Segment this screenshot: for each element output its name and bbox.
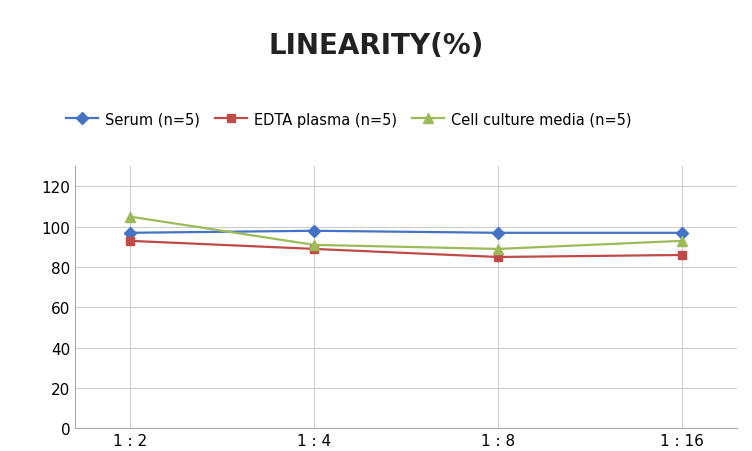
Line: Cell culture media (n=5): Cell culture media (n=5) xyxy=(126,212,687,254)
Line: Serum (n=5): Serum (n=5) xyxy=(126,227,686,237)
Legend: Serum (n=5), EDTA plasma (n=5), Cell culture media (n=5): Serum (n=5), EDTA plasma (n=5), Cell cul… xyxy=(60,106,637,133)
Serum (n=5) xyxy=(678,230,687,236)
Cell culture media (n=5) xyxy=(126,215,135,220)
Cell culture media (n=5) xyxy=(493,247,502,252)
EDTA plasma (n=5) xyxy=(678,253,687,258)
Serum (n=5) xyxy=(493,230,502,236)
Text: LINEARITY(%): LINEARITY(%) xyxy=(268,32,484,60)
Serum (n=5) xyxy=(310,229,319,234)
EDTA plasma (n=5) xyxy=(493,255,502,260)
Cell culture media (n=5) xyxy=(310,243,319,248)
EDTA plasma (n=5) xyxy=(126,239,135,244)
Serum (n=5) xyxy=(126,230,135,236)
EDTA plasma (n=5) xyxy=(310,247,319,252)
Line: EDTA plasma (n=5): EDTA plasma (n=5) xyxy=(126,237,686,262)
Cell culture media (n=5) xyxy=(678,239,687,244)
